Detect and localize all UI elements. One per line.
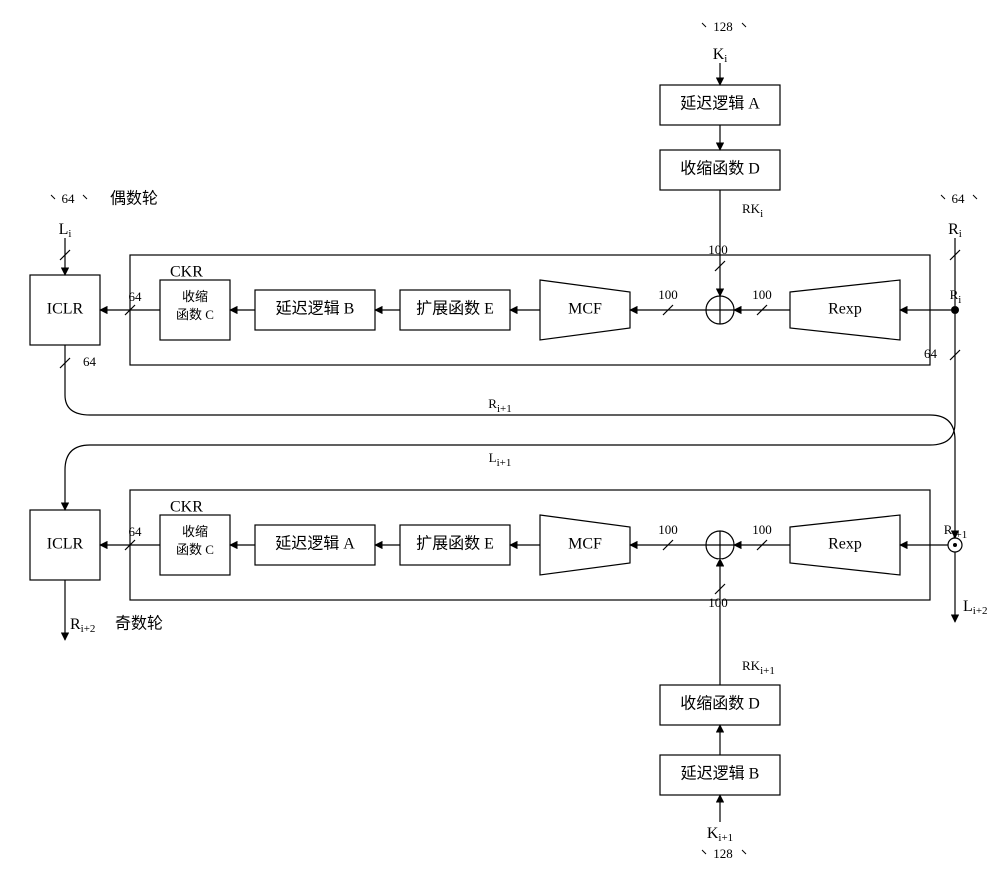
label-Ki1: Ki+1: [707, 825, 733, 844]
text-shrinkD-bot: 收缩函数 D: [680, 695, 760, 713]
text-MCF: MCF: [568, 536, 602, 553]
label-RKi1: RKi+1: [742, 658, 775, 677]
label-Ki: Ki: [713, 46, 728, 65]
label-100-l: 100: [658, 287, 678, 302]
junction: [951, 306, 959, 314]
text-ICLR: ICLR: [47, 301, 84, 318]
text-delayA: 延迟逻辑 A: [680, 95, 760, 113]
label-64-Li-top: 64: [62, 191, 76, 206]
label-64-mid: 64: [129, 524, 143, 539]
text-delay-mid: 延迟逻辑 B: [276, 300, 355, 318]
label-64-Ri-top: 64: [952, 191, 966, 206]
label-odd-round: 奇数轮: [115, 615, 163, 633]
label-CKR: CKR: [170, 264, 203, 281]
text-expE: 扩展函数 E: [416, 535, 494, 553]
label-Ri2: Ri+2: [70, 616, 95, 635]
label: 64: [924, 346, 938, 361]
label-100-r: 100: [752, 522, 772, 537]
label-RKi: RKi: [742, 201, 763, 220]
label-even-round: 偶数轮: [110, 190, 158, 208]
label-128-bot: 128: [713, 846, 733, 861]
text-shrinkD-top: 收缩函数 D: [680, 160, 760, 178]
text-shrinkC: 收缩函数 C: [176, 524, 214, 557]
label-Ri1-cross: Ri+1: [488, 396, 511, 415]
label-Ri-top: Ri: [948, 221, 962, 240]
block-diagram: 128 Ki 延迟逻辑 A 收缩函数 D RKi 100 偶数轮 64 Li 64 Ri CKR ICL…: [0, 0, 1000, 896]
label-64-mid: 64: [129, 289, 143, 304]
label-Li2: Li+2: [963, 598, 988, 617]
text-ICLR: ICLR: [47, 536, 84, 553]
label-CKR: CKR: [170, 499, 203, 516]
label: 64: [83, 354, 97, 369]
text-MCF: MCF: [568, 301, 602, 318]
label-128-top: 128: [713, 19, 733, 34]
text-Rexp: Rexp: [828, 536, 862, 553]
text-delayB-bot: 延迟逻辑 B: [681, 765, 760, 783]
label-Li: Li: [59, 221, 72, 240]
label-Li1-cross: Li+1: [489, 450, 512, 469]
label-100-r: 100: [752, 287, 772, 302]
label-100-l: 100: [658, 522, 678, 537]
text-shrinkC: 收缩函数 C: [176, 289, 214, 322]
text-expE: 扩展函数 E: [416, 300, 494, 318]
text-Rexp: Rexp: [828, 301, 862, 318]
text-delay-mid: 延迟逻辑 A: [275, 535, 355, 553]
label: 100: [708, 595, 728, 610]
